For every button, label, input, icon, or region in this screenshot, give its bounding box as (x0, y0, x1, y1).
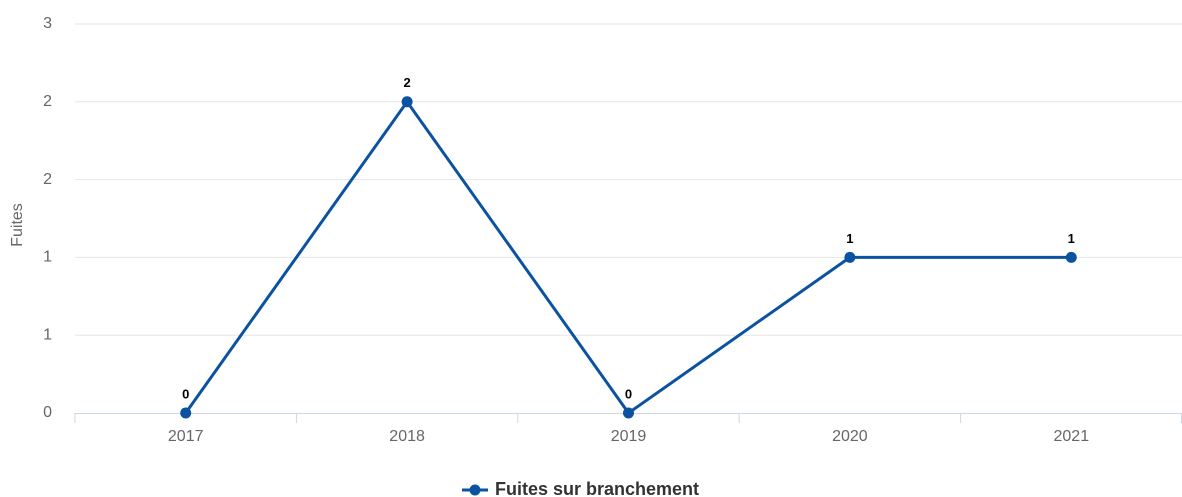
legend-marker (469, 484, 481, 496)
point (401, 96, 413, 108)
point (623, 407, 634, 419)
y-tick-label: 0 (43, 404, 52, 421)
x-tick-label: 2021 (1054, 428, 1090, 445)
x-tick-label: 2017 (168, 428, 204, 445)
y-tick-label: 3 (43, 15, 52, 32)
x-tick-label: 2019 (611, 428, 647, 445)
point (844, 251, 856, 263)
y-tick-label: 1 (43, 249, 52, 266)
data-label: 1 (846, 231, 853, 246)
y-tick-label: 2 (43, 93, 52, 110)
y-tick-label: 1 (43, 326, 52, 343)
x-tick-label: 2018 (389, 428, 425, 445)
data-label: 2 (403, 75, 410, 90)
data-label: 0 (625, 386, 632, 401)
data-label: 1 (1068, 231, 1075, 246)
y-tick-label: 2 (43, 171, 52, 188)
point (1065, 251, 1077, 263)
y-axis-title: Fuites (9, 203, 26, 247)
point (180, 407, 192, 419)
data-label: 0 (182, 386, 189, 401)
legend-label: Fuites sur branchement (495, 479, 699, 497)
x-tick-label: 2020 (832, 428, 868, 445)
